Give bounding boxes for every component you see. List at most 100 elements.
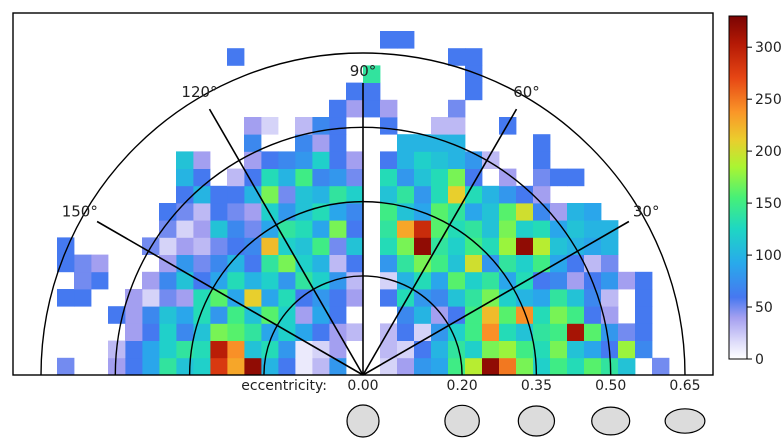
colorbar-gradient — [728, 15, 748, 360]
heatmap-cell — [227, 254, 245, 273]
heatmap-cell — [482, 203, 500, 221]
heatmap-cell — [431, 168, 449, 187]
heatmap-cell — [380, 117, 398, 135]
heatmap-cell — [550, 237, 568, 255]
heatmap-cell — [329, 134, 347, 152]
heatmap-cell — [329, 340, 347, 359]
heatmap-cell — [193, 340, 211, 359]
heatmap-cell — [295, 220, 313, 238]
heatmap-cell — [278, 203, 296, 221]
heatmap-cell — [210, 340, 228, 359]
heatmap-cell — [567, 203, 585, 221]
heatmap-cell — [125, 340, 143, 359]
heatmap-cell — [261, 185, 279, 204]
heatmap-cell — [210, 220, 228, 238]
heatmap-cell — [482, 323, 500, 341]
heatmap-cell — [261, 289, 279, 307]
heatmap-cell — [295, 254, 313, 273]
heatmap-cell — [295, 168, 313, 187]
heatmap-cell — [414, 168, 432, 187]
heatmap-cell — [550, 323, 568, 341]
heatmap-cell — [244, 323, 262, 341]
heatmap-cell — [380, 31, 398, 49]
heatmap-cell — [380, 168, 398, 187]
colorbar: 0 50 100 150 200 250 300 — [728, 15, 782, 368]
heatmap-cell — [227, 203, 245, 221]
heatmap-cell — [448, 306, 466, 324]
heatmap-cell — [312, 185, 330, 204]
eccentricity-ellipse — [444, 404, 480, 438]
colorbar-tick-label: 150 — [755, 196, 782, 212]
heatmap-cell — [465, 168, 483, 187]
heatmap-cell — [601, 357, 619, 375]
heatmap-cell — [278, 271, 296, 290]
heatmap-cell — [227, 168, 245, 187]
radial-tick-label: 0.50 — [595, 378, 626, 394]
heatmap-cell — [431, 306, 449, 324]
heatmap-cell — [567, 168, 585, 187]
heatmap-cell — [635, 306, 653, 324]
heatmap-cell — [499, 254, 517, 273]
angle-spoke — [362, 220, 630, 376]
heatmap-cell — [244, 237, 262, 255]
heatmap-cell — [431, 254, 449, 273]
heatmap-cell — [465, 289, 483, 307]
heatmap-cell — [567, 254, 585, 273]
heatmap-cell — [159, 357, 177, 375]
colorbar-tick-label: 300 — [755, 40, 782, 56]
eccentricity-ellipse-markers — [346, 404, 706, 438]
heatmap-cell — [465, 323, 483, 341]
heatmap-cell — [567, 340, 585, 359]
eccentricity-ellipse — [346, 404, 380, 438]
heatmap-cell — [499, 237, 517, 255]
heatmap-cell — [295, 357, 313, 375]
heatmap-cell — [380, 220, 398, 238]
heatmap-cell — [380, 323, 398, 341]
heatmap-cell — [176, 185, 194, 204]
heatmap-cell — [210, 357, 228, 375]
heatmap-cell — [244, 220, 262, 238]
heatmap-cell — [108, 357, 126, 375]
heatmap-cell — [159, 220, 177, 238]
heatmap-cell — [346, 237, 364, 255]
heatmap-cell — [210, 306, 228, 324]
heatmap-cell — [499, 185, 517, 204]
heatmap-cell — [329, 220, 347, 238]
heatmap-cell — [397, 168, 415, 187]
heatmap-cell — [533, 289, 551, 307]
heatmap-cell — [601, 323, 619, 341]
heatmap-cell — [465, 254, 483, 273]
radial-tick-label: 0.35 — [521, 378, 552, 394]
heatmap-cell — [329, 237, 347, 255]
heatmap-cell — [516, 254, 534, 273]
heatmap-cell — [482, 306, 500, 324]
radial-tick-label: 0.00 — [347, 378, 378, 394]
heatmap-cell — [516, 237, 534, 255]
heatmap-cell — [295, 271, 313, 290]
heatmap-cell — [278, 306, 296, 324]
heatmap-cell — [414, 151, 432, 169]
heatmap-cell — [227, 340, 245, 359]
heatmap-cell — [601, 254, 619, 273]
heatmap-cell — [567, 306, 585, 324]
heatmap-cell — [261, 151, 279, 169]
heatmap-cell — [567, 220, 585, 238]
heatmap-cell — [499, 220, 517, 238]
heatmap-cell — [312, 168, 330, 187]
heatmap-cell — [295, 306, 313, 324]
heatmap-cell — [584, 254, 602, 273]
heatmap-cell — [482, 289, 500, 307]
heatmap-cell — [533, 357, 551, 375]
heatmap-cell — [244, 254, 262, 273]
heatmap-cell — [312, 271, 330, 290]
heatmap-cell — [482, 185, 500, 204]
colorbar-tick-label: 100 — [755, 248, 782, 264]
heatmap-cell — [312, 340, 330, 359]
heatmap-cell — [312, 323, 330, 341]
heatmap-cell — [431, 185, 449, 204]
heatmap-cell — [533, 254, 551, 273]
heatmap-cell — [159, 271, 177, 290]
heatmap-cell — [567, 289, 585, 307]
heatmap-cell — [244, 340, 262, 359]
heatmap-cell — [550, 254, 568, 273]
